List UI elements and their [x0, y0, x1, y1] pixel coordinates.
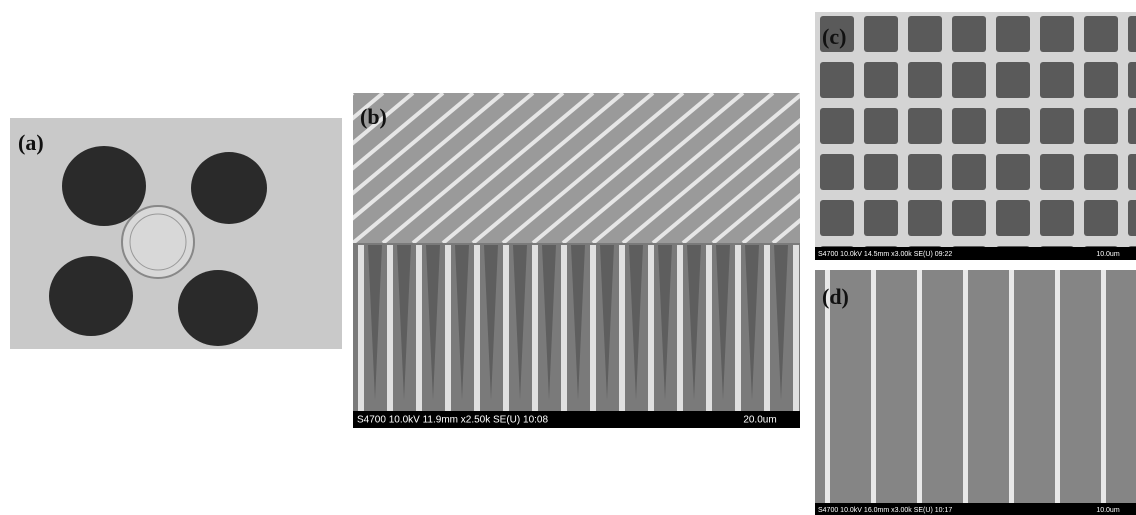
pore: [1084, 200, 1118, 236]
pore: [1128, 62, 1136, 98]
figure: (a) S4700 10.0kV 11.9mm x2.50k SE(U) 10:…: [0, 0, 1136, 515]
scale-label: 10.0um: [1096, 251, 1120, 258]
pore: [1084, 108, 1118, 144]
pore: [996, 200, 1030, 236]
pore-wall: [706, 245, 712, 411]
pore: [1128, 200, 1136, 236]
pore: [1084, 62, 1118, 98]
panel-label: (c): [822, 24, 846, 49]
pore: [908, 16, 942, 52]
wall: [917, 270, 922, 503]
pore: [996, 108, 1030, 144]
wall: [871, 270, 876, 503]
pore: [864, 154, 898, 190]
wall: [1101, 270, 1106, 503]
pore: [864, 62, 898, 98]
pore-wall: [445, 245, 451, 411]
pore: [996, 154, 1030, 190]
pore: [820, 200, 854, 236]
pore: [864, 108, 898, 144]
pore: [1084, 154, 1118, 190]
pore: [1040, 154, 1074, 190]
pore-wall: [358, 245, 364, 411]
pore: [996, 62, 1030, 98]
pore: [952, 200, 986, 236]
panel-label: (b): [360, 104, 387, 129]
pore: [908, 154, 942, 190]
scale-label: 10.0um: [1096, 507, 1120, 514]
pore: [1084, 16, 1118, 52]
pore: [1040, 108, 1074, 144]
pore: [1040, 16, 1074, 52]
pore-wall: [735, 245, 741, 411]
wall: [963, 270, 968, 503]
pore-wall: [416, 245, 422, 411]
pore: [864, 16, 898, 52]
disk: [191, 152, 267, 224]
pore: [996, 16, 1030, 52]
pore-wall: [561, 245, 567, 411]
disk: [178, 270, 258, 346]
pore: [952, 62, 986, 98]
pore: [952, 108, 986, 144]
top-surface: [353, 93, 800, 243]
panel-label: (d): [822, 284, 849, 309]
pore: [908, 62, 942, 98]
panel-d: S4700 10.0kV 16.0mm x3.00k SE(U) 10:17 1…: [815, 270, 1136, 515]
scale-label: 20.0um: [743, 415, 776, 426]
pore: [820, 154, 854, 190]
pore: [1040, 62, 1074, 98]
pore: [1128, 108, 1136, 144]
pore-wall: [590, 245, 596, 411]
pore: [1128, 154, 1136, 190]
pore: [908, 200, 942, 236]
panel-label: (a): [18, 130, 44, 155]
coin: [122, 206, 194, 278]
pore: [952, 16, 986, 52]
sem-info: S4700 10.0kV 14.5mm x3.00k SE(U) 09:22: [818, 251, 952, 258]
sem-image: [815, 270, 1136, 515]
disk: [62, 146, 146, 226]
pore: [1040, 200, 1074, 236]
pore-wall: [619, 245, 625, 411]
pore: [908, 108, 942, 144]
pore-wall: [387, 245, 393, 411]
disk: [49, 256, 133, 336]
pore-wall: [677, 245, 683, 411]
wall: [1009, 270, 1014, 503]
pore: [820, 62, 854, 98]
pore: [864, 200, 898, 236]
pore: [952, 154, 986, 190]
pore-wall: [532, 245, 538, 411]
pore-wall: [764, 245, 770, 411]
pore-wall: [474, 245, 480, 411]
pore: [803, 245, 817, 400]
sem-info: S4700 10.0kV 16.0mm x3.00k SE(U) 10:17: [818, 507, 952, 514]
panel-c: S4700 10.0kV 14.5mm x3.00k SE(U) 09:22 1…: [815, 12, 1136, 282]
pore: [1128, 16, 1136, 52]
pore: [820, 108, 854, 144]
panel-a: (a): [10, 118, 342, 349]
pore-wall: [503, 245, 509, 411]
pore-wall: [648, 245, 654, 411]
wall: [1055, 270, 1060, 503]
sem-info: S4700 10.0kV 11.9mm x2.50k SE(U) 10:08: [357, 415, 548, 426]
pore-wall: [793, 245, 799, 411]
